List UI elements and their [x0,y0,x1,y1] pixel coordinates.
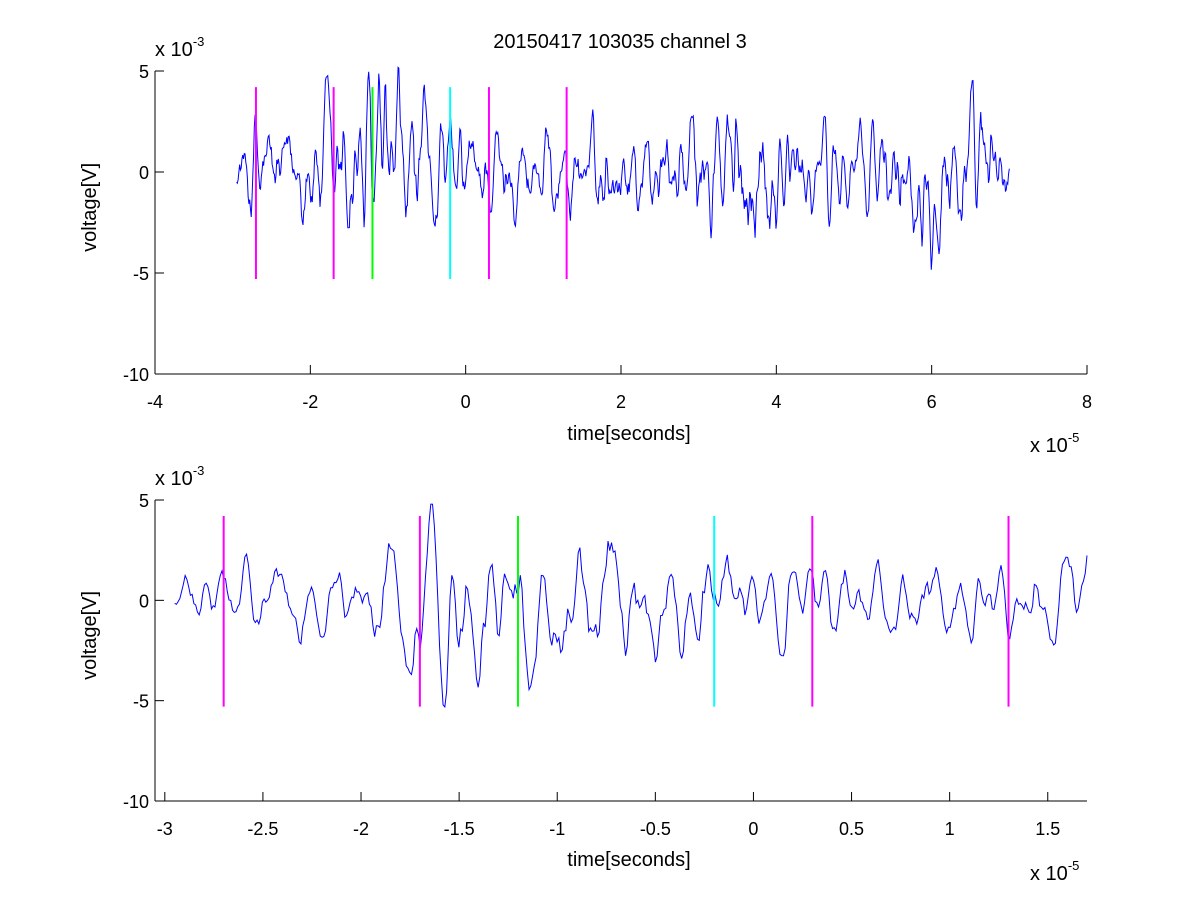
signal-trace [236,66,1010,270]
y-tick-label: 0 [139,591,149,611]
top-subplot: -10 -5 0 5 -4 -2 0 2 4 6 8 time[seconds] voltage[V] x… [79,34,1092,457]
x-tick-label: 2 [616,392,626,412]
y-tick-label: 0 [139,163,149,183]
x-tick-label: 0.5 [839,819,864,839]
y-exponent-label: x 10-3 [155,34,204,61]
x-tick-label: 6 [927,392,937,412]
x-tick-label: -3 [157,819,173,839]
x-tick-label: 4 [771,392,781,412]
y-tick-label: -10 [123,792,149,812]
x-tick-label: -2.5 [247,819,278,839]
x-tick-label: -1 [549,819,565,839]
x-tick-label: 8 [1082,392,1092,412]
x-tick-label: -4 [147,392,163,412]
signal-trace [174,503,1088,709]
x-tick-label: -2 [353,819,369,839]
x-tick-label: 1.5 [1035,819,1060,839]
x-tick-label: 1 [945,819,955,839]
x-tick-label: -2 [302,392,318,412]
y-tick-label: -5 [133,692,149,712]
y-tick-label: 5 [139,62,149,82]
y-tick-label: -5 [133,264,149,284]
bottom-subplot: -10 -5 0 5 -3 -2.5 -2 -1.5 -1 -0.5 0 0.5 1 1.5 time[se… [79,463,1088,885]
x-tick-label: 0 [461,392,471,412]
y-axis-label: voltage[V] [79,591,101,680]
x-tick-label: 0 [748,819,758,839]
x-axis-label: time[seconds] [567,849,690,871]
x-tick-label: -1.5 [444,819,475,839]
x-exponent-label: x 10-5 [1030,430,1079,457]
y-axis-label: voltage[V] [79,163,101,252]
y-exponent-label: x 10-3 [155,463,204,490]
x-axis-label: time[seconds] [567,423,690,445]
figure-title: 20150417 103035 channel 3 [493,31,747,53]
y-tick-label: -10 [123,365,149,385]
x-tick-label: -0.5 [640,819,671,839]
y-tick-label: 5 [139,491,149,511]
x-exponent-label: x 10-5 [1030,858,1079,885]
